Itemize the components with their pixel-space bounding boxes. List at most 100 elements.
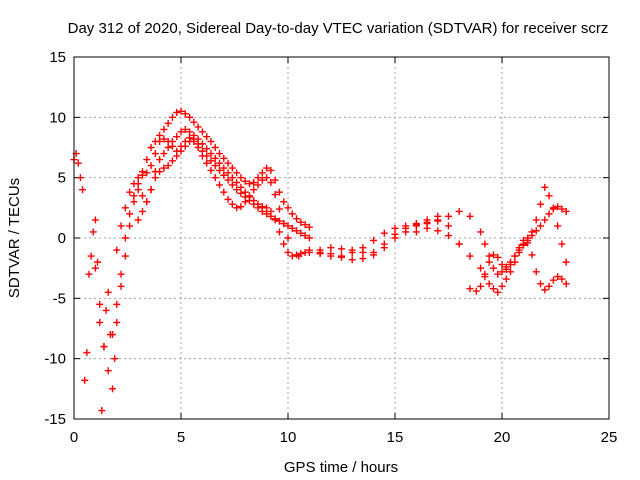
y-tick-label: 10	[49, 109, 66, 126]
data-point	[481, 240, 489, 248]
data-point	[267, 212, 275, 220]
data-point	[549, 276, 557, 284]
data-point	[220, 164, 228, 172]
data-point	[258, 207, 266, 215]
data-point	[301, 221, 309, 229]
data-point	[412, 228, 420, 236]
data-point	[85, 270, 93, 278]
data-point	[113, 318, 121, 326]
data-point	[138, 207, 146, 215]
data-point	[391, 224, 399, 232]
data-point	[280, 220, 288, 228]
data-point	[81, 376, 89, 384]
data-point	[258, 176, 266, 184]
data-point	[207, 150, 215, 158]
data-point	[168, 113, 176, 121]
data-point	[241, 193, 249, 201]
data-point	[156, 156, 164, 164]
data-point	[143, 169, 151, 177]
data-point	[545, 210, 553, 218]
data-point	[275, 217, 283, 225]
data-point	[109, 331, 117, 339]
data-point	[220, 188, 228, 196]
data-point	[558, 205, 566, 213]
x-tick-label: 20	[494, 429, 511, 446]
data-point	[305, 223, 313, 231]
data-point	[138, 192, 146, 200]
data-point	[245, 180, 253, 188]
data-point	[466, 285, 474, 293]
data-point	[181, 142, 189, 150]
data-point	[445, 232, 452, 240]
data-point	[194, 123, 202, 131]
data-point	[91, 216, 99, 224]
data-point	[485, 280, 493, 288]
series-track-a	[70, 107, 313, 415]
data-point	[537, 200, 545, 208]
data-point	[327, 244, 335, 252]
data-point	[211, 174, 219, 182]
data-point	[562, 280, 570, 288]
data-point	[267, 166, 275, 174]
data-point	[224, 176, 232, 184]
data-point	[207, 137, 215, 145]
data-point	[94, 258, 102, 266]
data-points	[70, 107, 570, 415]
data-point	[160, 164, 168, 172]
data-point	[160, 125, 168, 133]
data-point	[271, 176, 279, 184]
data-point	[237, 189, 245, 197]
data-point	[113, 246, 121, 254]
data-point	[181, 125, 189, 133]
data-point	[305, 234, 313, 242]
data-point	[177, 147, 185, 155]
data-point	[316, 248, 324, 256]
data-point	[288, 224, 296, 232]
data-point	[489, 285, 497, 293]
data-point	[498, 282, 506, 290]
data-point	[203, 159, 211, 167]
data-point	[280, 198, 288, 206]
data-point	[532, 268, 540, 276]
data-point	[301, 232, 309, 240]
data-point	[177, 107, 185, 115]
data-point	[164, 162, 172, 170]
data-point	[524, 239, 532, 247]
data-point	[477, 282, 485, 290]
data-point	[237, 183, 245, 191]
data-point	[554, 273, 562, 281]
data-point	[186, 113, 194, 121]
data-point	[151, 174, 159, 182]
data-point	[528, 251, 536, 259]
data-point	[254, 181, 262, 189]
data-point	[380, 240, 388, 248]
data-point	[173, 109, 181, 117]
data-point	[549, 205, 557, 213]
data-point	[507, 261, 515, 269]
data-point	[554, 222, 562, 230]
data-point	[288, 210, 296, 218]
data-point	[164, 119, 172, 127]
data-point	[541, 286, 549, 294]
data-point	[507, 268, 515, 276]
data-point	[156, 137, 164, 145]
data-point	[267, 178, 275, 186]
data-point	[254, 174, 262, 182]
data-point	[241, 177, 249, 185]
data-point	[305, 246, 313, 254]
data-point	[545, 192, 553, 200]
data-point	[102, 306, 110, 314]
data-point	[168, 142, 176, 150]
data-point	[160, 150, 168, 158]
data-point	[297, 229, 305, 237]
data-point	[98, 407, 106, 415]
data-point	[489, 251, 497, 259]
series-track-c	[113, 134, 463, 264]
data-point	[528, 232, 536, 240]
data-point	[271, 215, 279, 223]
y-tick-label: 5	[58, 170, 66, 187]
data-point	[359, 244, 367, 252]
data-point	[537, 280, 545, 288]
data-point	[198, 147, 206, 155]
x-tick-label: 10	[280, 429, 297, 446]
